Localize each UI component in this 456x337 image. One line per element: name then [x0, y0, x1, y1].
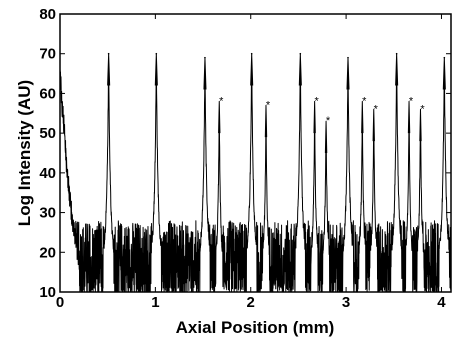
main-peak-point	[395, 52, 398, 55]
x-tick-label: 3	[342, 294, 350, 311]
y-tick-label: 50	[39, 125, 56, 142]
y-tick-label: 40	[39, 165, 56, 182]
x-axis-label: Axial Position (mm)	[176, 318, 335, 337]
y-tick-label: 30	[39, 205, 56, 222]
y-tick-label: 80	[39, 6, 56, 23]
y-tick-label: 60	[39, 85, 56, 102]
marker-layer: * * * * * * * *	[219, 95, 425, 127]
peak-marker: *	[219, 95, 224, 107]
peak-marker: *	[326, 115, 331, 127]
x-tick-label: 2	[247, 294, 255, 311]
main-peak-point	[204, 56, 206, 59]
y-axis-label: Log Intensity (AU)	[15, 80, 34, 226]
peak-marker: *	[409, 95, 414, 107]
main-peak-point	[107, 52, 110, 55]
tick-layer: 0 1 2 3 4 10 20 30 40 50 60 70 80	[39, 6, 451, 311]
x-tick-label: 4	[437, 294, 446, 311]
peak-marker: *	[362, 95, 367, 107]
peak-marker: *	[420, 103, 425, 115]
x-tick-label: 1	[151, 294, 159, 311]
series-line	[60, 53, 451, 292]
main-peak-point	[250, 52, 253, 55]
y-tick-label: 70	[39, 46, 56, 63]
main-peak-point	[347, 56, 349, 59]
main-peak-point	[443, 56, 446, 59]
peak-marker: *	[314, 95, 319, 107]
y-tick-label: 10	[39, 284, 56, 301]
plot-frame	[59, 13, 452, 293]
main-peak-point	[155, 52, 158, 55]
y-tick-label: 20	[39, 244, 56, 261]
peak-marker: *	[266, 99, 271, 111]
data-layer	[60, 52, 451, 292]
main-peak-point	[299, 52, 302, 55]
x-tick-label: 0	[56, 294, 64, 311]
peak-marker: *	[374, 103, 379, 115]
